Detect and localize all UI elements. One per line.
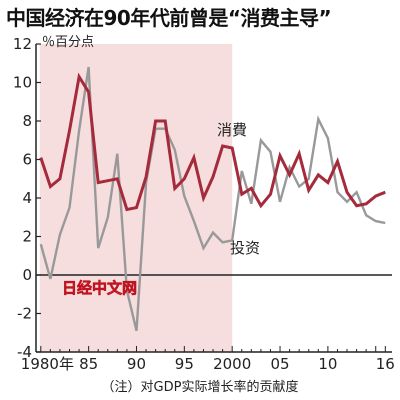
x-tick-label: 1980年 (21, 355, 74, 373)
consumption-series-label: 消費 (217, 121, 247, 139)
y-tick-label: 12 (13, 35, 32, 53)
x-tick-label: 2000 (213, 355, 251, 373)
y-tick-label: -4 (17, 343, 32, 361)
y-tick-label: -2 (17, 305, 32, 323)
x-tick-label: 10 (318, 355, 337, 373)
investment-series-line (39, 66, 386, 332)
watermark-logo: 日经中文网 (62, 279, 137, 297)
y-tick-label: 6 (22, 151, 32, 169)
y-tick-label: 10 (13, 74, 32, 92)
investment-series-label: 投资 (230, 239, 260, 257)
consumption-series-line (39, 72, 386, 212)
x-tick-label: 95 (175, 355, 194, 373)
y-tick-label: 8 (22, 112, 32, 130)
y-axis-unit-label: ％百分点 (42, 35, 94, 50)
y-tick-label: 0 (22, 266, 32, 284)
chart-footnote: （注）对GDP实际增长率的贡献度 (101, 380, 299, 395)
x-tick-label: 05 (270, 355, 289, 373)
y-tick-label: 4 (22, 189, 32, 207)
x-tick-label: 16 (376, 355, 395, 373)
x-tick-label: 85 (79, 355, 98, 373)
chart-title: 中国经济在90年代前曾是“消费主导” (6, 6, 332, 30)
x-tick-label: 90 (127, 355, 146, 373)
y-tick-label: 2 (22, 228, 32, 246)
